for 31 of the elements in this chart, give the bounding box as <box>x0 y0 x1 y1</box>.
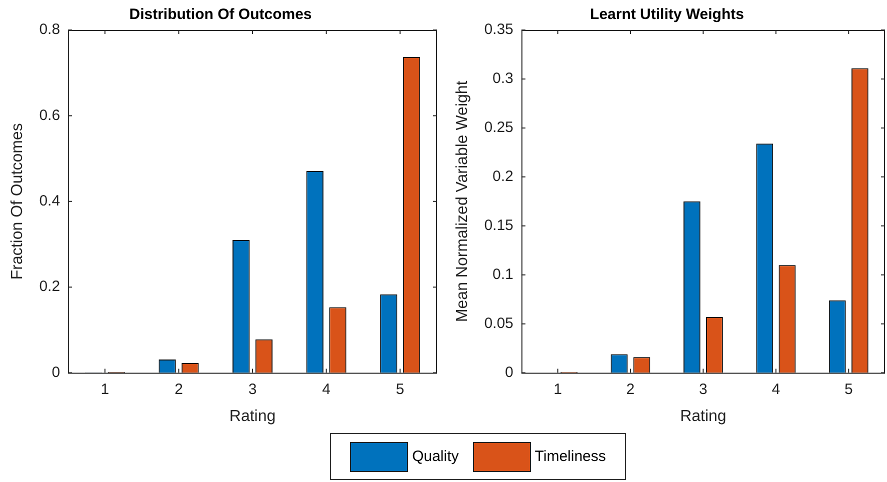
x-tick-label: 3 <box>699 380 708 398</box>
y-tick-label: 0.25 <box>484 119 514 136</box>
x-tick-label: 5 <box>844 380 853 398</box>
x-axis-title: Rating <box>680 408 726 425</box>
chart-title: Learnt Utility Weights <box>590 6 744 24</box>
y-axis-title: Fraction Of Outcomes <box>9 123 26 280</box>
x-tick-label: 1 <box>554 380 562 398</box>
y-tick-label: 0.15 <box>484 217 514 234</box>
x-tick-label: 3 <box>248 380 257 398</box>
y-tick-label: 0.4 <box>39 192 60 210</box>
y-tick-label: 0.3 <box>492 70 514 88</box>
y-tick-label: 0.05 <box>484 314 514 332</box>
x-tick-label: 2 <box>626 380 635 398</box>
y-tick-label: 0.35 <box>484 21 514 38</box>
y-tick-label: 0.1 <box>492 266 514 283</box>
x-tick-label: 2 <box>174 380 183 398</box>
y-tick-label: 0.2 <box>39 278 60 296</box>
y-tick-label: 0 <box>505 364 514 381</box>
x-axis-title: Rating <box>229 408 276 425</box>
legend-label: Timeliness <box>534 448 606 465</box>
y-tick-label: 0.2 <box>492 168 514 186</box>
x-tick-label: 4 <box>772 380 780 398</box>
chart-title: Distribution Of Outcomes <box>129 6 312 24</box>
legend-label: Quality <box>412 448 459 465</box>
y-axis-title: Mean Normalized Variable Weight <box>454 80 472 322</box>
y-tick-label: 0 <box>52 364 60 381</box>
x-tick-label: 5 <box>396 380 404 398</box>
y-tick-label: 0.8 <box>39 21 60 38</box>
x-tick-label: 1 <box>100 380 110 398</box>
y-tick-label: 0.6 <box>39 106 60 124</box>
x-tick-label: 4 <box>322 380 330 398</box>
